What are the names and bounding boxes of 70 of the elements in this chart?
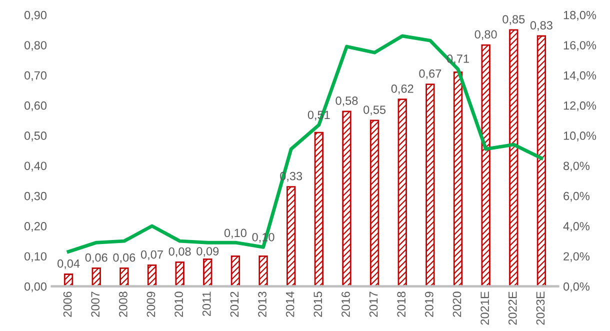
data-label: 0,10 [224, 228, 246, 239]
x-tick-label: 2010 [174, 292, 183, 317]
bar [258, 255, 268, 286]
bar [370, 120, 380, 286]
bar [314, 132, 324, 286]
y-tick-label: 0,60 [24, 101, 47, 112]
data-label: 0,09 [196, 247, 219, 257]
bar [147, 264, 157, 286]
x-tick-label: 2007 [91, 292, 100, 317]
data-label: 0,62 [391, 84, 414, 94]
bar [286, 186, 296, 286]
x-tick-label: 2018 [397, 292, 406, 317]
y2-tick-label: 8,0% [564, 162, 590, 172]
y2-tick-label: 0,0% [563, 282, 590, 292]
y-tick-label: 0,00 [24, 282, 47, 292]
bar [175, 261, 184, 286]
y-tick-label: 0,90 [24, 10, 47, 21]
y-tick-label: 0,10 [24, 252, 47, 262]
x-tick-label: 2012 [230, 292, 239, 317]
bar [481, 44, 490, 286]
y2-tick-label: 16,0% [564, 41, 596, 51]
x-tick-label: 2009 [146, 292, 156, 317]
y2-tick-label: 10,0% [564, 132, 596, 142]
y2-tick-label: 18,0% [564, 10, 596, 21]
bar [509, 29, 518, 286]
x-tick-label: 2008 [118, 292, 128, 317]
x-tick-label: 2006 [63, 292, 72, 317]
bar [453, 72, 463, 286]
bar [426, 84, 435, 286]
x-tick-label: 2015 [314, 292, 322, 317]
data-label: 0,80 [474, 30, 497, 40]
x-tick-label: 2021E [480, 292, 489, 325]
x-tick-label: 2023E [536, 292, 545, 325]
y2-tick-label: 6,0% [564, 192, 590, 202]
x-tick-label: 2011 [202, 292, 211, 316]
data-label: 0,06 [85, 253, 108, 264]
data-label: 0,08 [168, 247, 191, 258]
y-tick-label: 0,40 [24, 162, 47, 172]
x-tick-label: 2014 [286, 292, 294, 317]
data-label: 0,67 [419, 69, 442, 80]
bar [230, 255, 240, 286]
x-tick-label: 2019 [424, 292, 434, 317]
x-tick-label: 2013 [258, 292, 266, 317]
bar [92, 268, 101, 286]
x-tick-label: 2017 [369, 292, 378, 317]
data-label: 0,07 [140, 250, 163, 260]
y-tick-label: 0,80 [24, 41, 47, 51]
x-tick-label: 2020 [452, 292, 462, 317]
y-tick-label: 0,70 [24, 71, 47, 81]
y-tick-label: 0,30 [24, 192, 47, 202]
y2-tick-label: 12,0% [564, 101, 596, 112]
bar [536, 35, 546, 286]
bar [203, 258, 212, 286]
y2-tick-label: 14,0% [564, 71, 596, 81]
data-label: 0,85 [502, 15, 525, 25]
x-tick-label: 2022E [508, 292, 517, 325]
y2-tick-label: 2,0% [564, 252, 590, 262]
y-tick-label: 0,20 [24, 222, 47, 232]
data-label: 0,83 [530, 21, 552, 31]
data-label: 0,55 [364, 106, 386, 116]
bar [120, 268, 129, 286]
bar [342, 110, 352, 286]
y-tick-label: 0,50 [24, 132, 47, 142]
data-label: 0,06 [113, 253, 136, 264]
bar [64, 274, 74, 286]
data-label: 0,58 [336, 96, 358, 106]
x-tick-label: 2016 [342, 292, 350, 317]
bar [398, 98, 407, 286]
y2-tick-label: 4,0% [563, 222, 590, 232]
data-label: 0,04 [58, 259, 80, 270]
